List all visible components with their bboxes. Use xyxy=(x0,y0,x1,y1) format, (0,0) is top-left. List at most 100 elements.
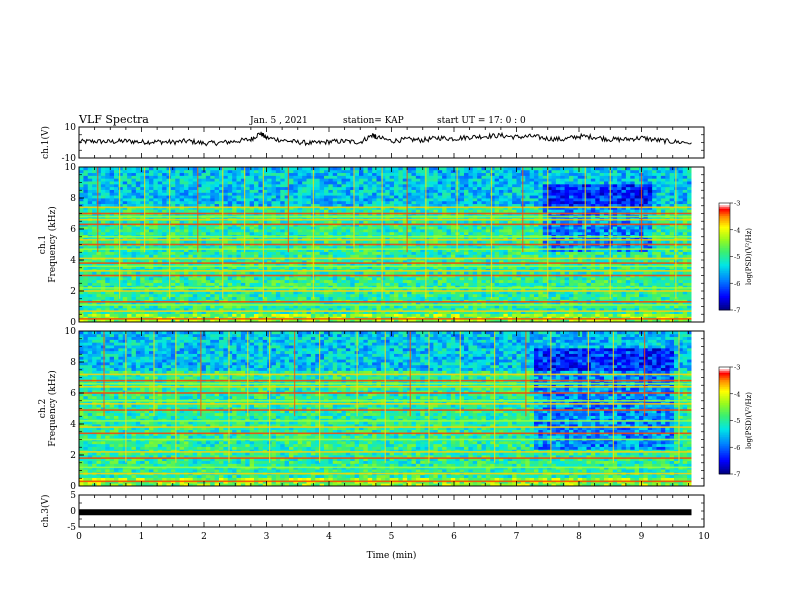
spectrogram-cell xyxy=(245,305,251,309)
spectrogram-cell xyxy=(446,251,452,255)
spectrogram-cell xyxy=(223,319,229,323)
spectrogram-cell xyxy=(398,282,404,286)
spectrogram-cell xyxy=(223,276,229,281)
spectrogram-cell xyxy=(643,229,649,233)
spectrogram-cell xyxy=(604,231,609,236)
spectrogram-cell xyxy=(639,293,644,298)
spectrogram-cell xyxy=(345,248,351,252)
spectrogram-cell xyxy=(643,305,649,309)
spectrogram-cell xyxy=(227,271,233,275)
spectrogram-cell xyxy=(127,291,132,295)
spectrogram-cell xyxy=(324,307,329,312)
spectrogram-cell xyxy=(179,310,185,314)
spectrogram-cell xyxy=(499,271,504,275)
spectrogram-cell xyxy=(79,254,84,258)
spectrogram-cell xyxy=(468,285,474,289)
spectrogram-cell xyxy=(131,226,137,230)
spectrogram-cell xyxy=(297,307,303,312)
spectrogram-cell xyxy=(407,251,412,255)
spectrogram-cell xyxy=(280,313,286,317)
spectrogram-cell xyxy=(232,279,237,283)
spectrogram-cell xyxy=(249,285,255,289)
spectrogram-cell xyxy=(262,285,268,289)
spectrogram-cell xyxy=(687,302,692,306)
spectrogram-cell xyxy=(507,231,513,236)
spectrogram-cell xyxy=(184,229,189,233)
spectrogram-cell xyxy=(494,319,500,323)
spectrogram-cell xyxy=(455,293,461,298)
spectrogram-cell xyxy=(678,254,684,258)
spectrogram-cell xyxy=(385,282,391,286)
spectrogram-cell xyxy=(249,226,255,230)
spectrogram-cell xyxy=(446,262,452,267)
spectrogram-cell xyxy=(442,313,447,317)
spectrogram-cell xyxy=(306,231,312,236)
spectrogram-cell xyxy=(245,307,251,312)
spectrogram-cell xyxy=(599,226,605,230)
spectrogram-cell xyxy=(184,285,189,289)
spectrogram-cell xyxy=(127,319,132,323)
spectrogram-cell xyxy=(83,240,89,244)
spectrogram-cell xyxy=(660,226,666,230)
spectrogram-cell xyxy=(459,310,465,314)
spectrogram-cell xyxy=(240,307,246,312)
spectrogram-cell xyxy=(446,229,452,233)
spectrogram-cell xyxy=(302,285,307,289)
spectrogram-cell xyxy=(118,313,124,317)
spectrogram-cell xyxy=(625,307,631,312)
spectrogram-cell xyxy=(188,271,194,275)
spectrogram-cell xyxy=(153,293,159,298)
spectrogram-cell xyxy=(157,265,163,269)
spectrogram-cell xyxy=(140,226,146,230)
spectrogram-cell xyxy=(411,307,417,312)
spectrogram-cell xyxy=(485,310,491,314)
spectrogram-cell xyxy=(227,265,233,269)
spectrogram-cell xyxy=(669,231,675,236)
spectrogram-cell xyxy=(560,285,566,289)
spectrogram-cell xyxy=(144,305,150,309)
spectrogram-cell xyxy=(131,316,137,320)
spectrogram-cell xyxy=(306,226,312,230)
spectrogram-cell xyxy=(293,245,299,250)
spectrogram-cell xyxy=(625,254,631,258)
spectrogram-cell xyxy=(376,248,382,252)
spectrogram-cell xyxy=(140,316,146,320)
spectrogram-cell xyxy=(573,279,579,283)
spectrogram-cell xyxy=(341,319,347,323)
spectrogram-cell xyxy=(516,265,522,269)
spectrogram-cell xyxy=(197,260,202,264)
spectrogram-cell xyxy=(682,285,688,289)
spectrogram-cell xyxy=(127,302,132,306)
spectrogram-cell xyxy=(652,302,657,306)
spectrogram-cell xyxy=(442,285,447,289)
spectrogram-cell xyxy=(214,305,220,309)
spectrogram-cell xyxy=(223,231,229,236)
spectrogram-cell xyxy=(332,293,338,298)
spectrogram-cell xyxy=(573,245,579,250)
spectrogram-cell xyxy=(433,248,439,252)
spectrogram-cell xyxy=(100,282,106,286)
spectrogram-cell xyxy=(122,271,128,275)
spectrogram-cell xyxy=(153,245,159,250)
spectrogram-cell xyxy=(520,291,526,295)
spectrogram-cell xyxy=(529,279,535,283)
spectrogram-cell xyxy=(293,305,299,309)
spectrogram-cell xyxy=(87,288,93,292)
spectrogram-cell xyxy=(682,251,688,255)
spectrogram-cell xyxy=(310,302,316,306)
spectrogram-cell xyxy=(179,293,185,298)
spectrogram-cell xyxy=(516,316,522,320)
spectrogram-cell xyxy=(612,271,618,275)
spectrogram-cell xyxy=(534,319,539,323)
spectrogram-cell xyxy=(639,260,644,264)
spectrogram-cell xyxy=(569,262,574,267)
spectrogram-cell xyxy=(140,265,146,269)
spectrogram-cell xyxy=(389,240,395,244)
spectrogram-cell xyxy=(564,302,570,306)
spectrogram-cell xyxy=(184,226,189,230)
spectrogram-cell xyxy=(437,296,443,300)
spectrogram-cell xyxy=(354,316,360,320)
spectrogram-cell xyxy=(669,316,675,320)
spectrogram-cell xyxy=(214,231,220,236)
spectrogram-cell xyxy=(494,307,500,312)
